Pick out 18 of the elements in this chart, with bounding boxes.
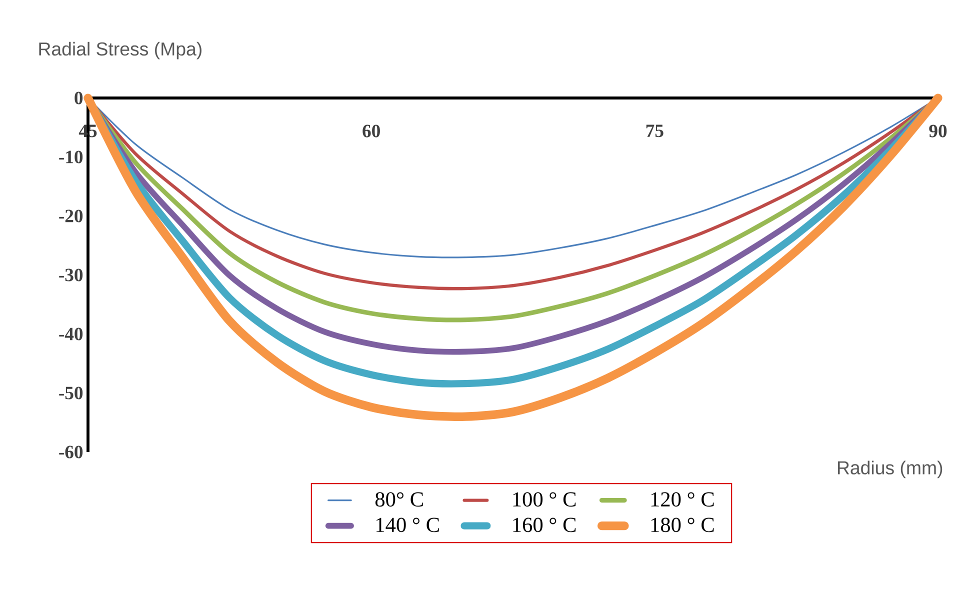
y-tick-label: -50 (59, 386, 83, 400)
legend-label: 180 ° C (651, 518, 714, 532)
x-tick-label: 60 (362, 124, 380, 138)
legend-label: 100 ° C (513, 492, 576, 507)
legend-label: 80° C (375, 492, 423, 507)
legend-label: 140 ° C (376, 518, 439, 532)
x-tick-label: 90 (929, 124, 947, 138)
y-axis-title: Radial Stress (Mpa) (39, 42, 202, 60)
y-tick-label: -20 (59, 210, 83, 222)
x-tick-label: 75 (646, 124, 664, 138)
y-tick-label: -30 (59, 268, 83, 282)
y-tick-label: -10 (59, 150, 83, 164)
y-tick-label: -60 (59, 446, 83, 458)
y-tick-label: -40 (59, 328, 83, 340)
legend-label: 160 ° C (513, 518, 576, 532)
legend-label: 120 ° C (651, 492, 714, 507)
x-axis-title: Radius (mm) (838, 460, 942, 478)
y-tick-label: 0 (74, 92, 83, 104)
